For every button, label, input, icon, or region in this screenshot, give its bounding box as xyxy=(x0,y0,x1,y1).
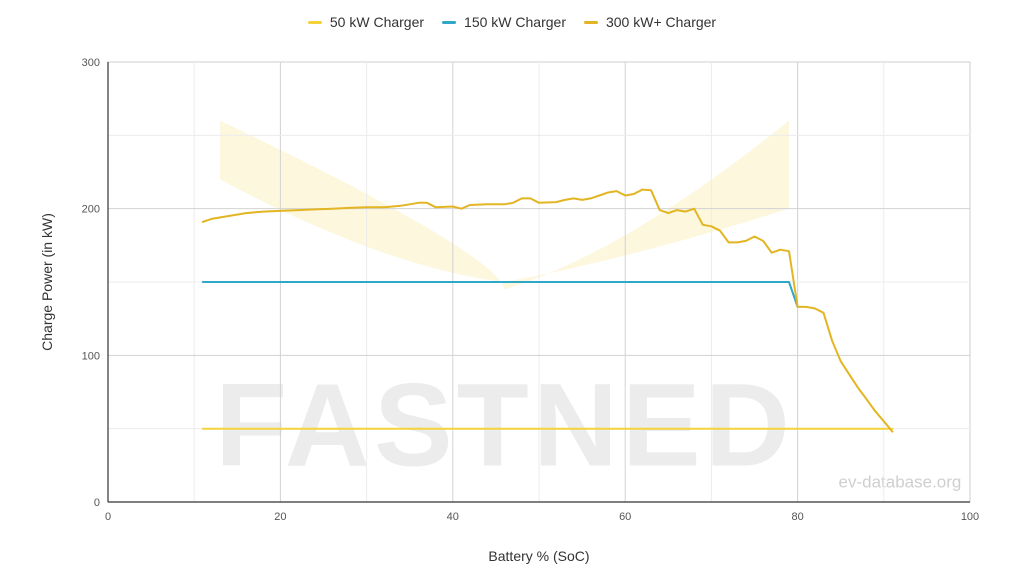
watermark-layer: FASTNED ev-database.org xyxy=(215,120,962,491)
legend-label: 50 kW Charger xyxy=(329,14,425,30)
legend-swatch xyxy=(442,20,457,24)
legend-item: 150 kW Charger xyxy=(442,14,566,30)
legend-swatch xyxy=(583,20,598,24)
x-tick-label: 40 xyxy=(447,511,459,523)
watermark-band xyxy=(220,120,789,290)
y-axis-title: Charge Power (in kW) xyxy=(39,213,55,351)
legend-label: 150 kW Charger xyxy=(464,14,566,30)
series-line-300-kw-charger xyxy=(201,188,894,433)
source-watermark: ev-database.org xyxy=(839,472,962,491)
x-tick-label: 0 xyxy=(105,511,111,523)
y-tick-label: 0 xyxy=(94,497,100,509)
axes-layer: 0 20 40 60 80 100 0 100 200 300 xyxy=(82,57,980,523)
legend-item: 300 kW+ Charger xyxy=(583,14,717,30)
legend-swatch xyxy=(307,20,322,24)
y-tick-label: 200 xyxy=(82,204,100,216)
legend-item: 50 kW Charger xyxy=(307,14,425,30)
x-tick-label: 60 xyxy=(619,511,631,523)
series-line-150-kw-charger xyxy=(201,281,799,308)
x-tick-label: 80 xyxy=(791,511,803,523)
watermark-text: FASTNED xyxy=(215,359,794,491)
x-tick-label: 20 xyxy=(274,511,286,523)
chart-legend: 50 kW Charger 150 kW Charger 300 kW+ Charg… xyxy=(0,14,1024,30)
series-layer xyxy=(201,188,894,433)
legend-label: 300 kW+ Charger xyxy=(605,14,717,30)
y-tick-label: 100 xyxy=(82,350,100,362)
y-tick-label: 300 xyxy=(82,57,100,69)
x-axis-title: Battery % (SoC) xyxy=(488,548,589,564)
x-tick-label: 100 xyxy=(961,511,979,523)
